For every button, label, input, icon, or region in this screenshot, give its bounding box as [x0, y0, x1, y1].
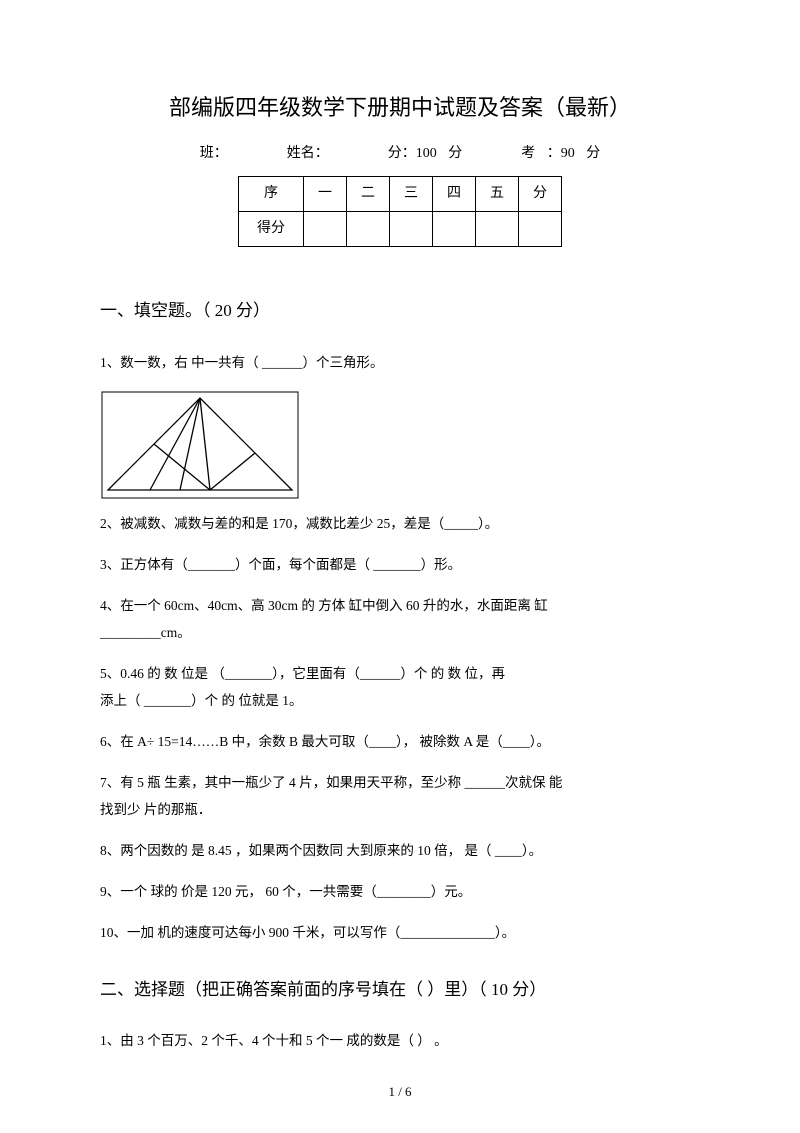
question-4-line1: 4、在一个 60cm、40cm、高 30cm 的 方体 缸中倒入 60 升的水，… — [100, 592, 700, 619]
section1-heading: 一、填空题。（ 20 分） — [100, 297, 700, 324]
question-4-line2: _________cm。 — [100, 619, 700, 646]
question-3: 3、正方体有（_______）个面，每个面都是（ _______）形。 — [100, 551, 700, 578]
score-cell — [347, 211, 390, 246]
class-label: 班： — [200, 146, 228, 161]
question-5-line2: 添上（ _______）个 的 位就是 1。 — [100, 687, 700, 714]
question-7: 7、有 5 瓶 生素，其中一瓶少了 4 片，如果用天平称，至少称 ______次… — [100, 769, 700, 823]
score-cell — [433, 211, 476, 246]
question-7-line1: 7、有 5 瓶 生素，其中一瓶少了 4 片，如果用天平称，至少称 ______次… — [100, 769, 700, 796]
score-table: 序 一 二 三 四 五 分 得分 — [238, 176, 562, 248]
score-cell — [519, 211, 562, 246]
table-row: 得分 — [239, 211, 562, 246]
question-10: 10、一加 机的速度可达每小 900 千米，可以写作（_____________… — [100, 919, 700, 946]
question-9: 9、一个 球的 价是 120 元， 60 个，一共需要（________）元。 — [100, 878, 700, 905]
question-1: 1、数一数，右 中一共有（ ______）个三角形。 — [100, 349, 700, 376]
question-5: 5、0.46 的 数 位是 （_______），它里面有（______）个 的 … — [100, 660, 700, 714]
table-row: 序 一 二 三 四 五 分 — [239, 176, 562, 211]
question-8: 8、两个因数的 是 8.45 ，如果两个因数同 大到原来的 10 倍， 是（ _… — [100, 837, 700, 864]
page-title: 部编版四年级数学下册期中试题及答案（最新） — [100, 90, 700, 125]
score-label: 分：100 分 — [388, 146, 463, 161]
score-cell — [390, 211, 433, 246]
name-label: 姓名： — [287, 146, 329, 161]
question-4: 4、在一个 60cm、40cm、高 30cm 的 方体 缸中倒入 60 升的水，… — [100, 592, 700, 646]
meta-line: 班： 姓名： 分：100 分 考 ：90 分 — [100, 143, 700, 165]
header-cell: 一 — [304, 176, 347, 211]
score-cell — [304, 211, 347, 246]
page-footer: 1 / 6 — [0, 1082, 800, 1103]
header-cell: 五 — [476, 176, 519, 211]
question-7-line2: 找到少 片的那瓶． — [100, 796, 700, 823]
time-label: 考 ：90 分 — [521, 146, 600, 161]
header-cell: 序 — [239, 176, 304, 211]
question-5-line1: 5、0.46 的 数 位是 （_______），它里面有（______）个 的 … — [100, 660, 700, 687]
header-cell: 三 — [390, 176, 433, 211]
triangle-figure — [100, 390, 300, 500]
header-cell: 二 — [347, 176, 390, 211]
header-cell: 分 — [519, 176, 562, 211]
question-s2-1: 1、由 3 个百万、2 个千、4 个十和 5 个一 成的数是（ ） 。 — [100, 1027, 700, 1054]
question-2: 2、被减数、减数与差的和是 170，减数比差少 25，差是（_____）。 — [100, 510, 700, 537]
header-cell: 四 — [433, 176, 476, 211]
score-cell — [476, 211, 519, 246]
section2-heading: 二、选择题（把正确答案前面的序号填在（ ）里）（ 10 分） — [100, 976, 700, 1003]
row-label-cell: 得分 — [239, 211, 304, 246]
question-6: 6、在 A÷ 15=14……B 中，余数 B 最大可取（____）， 被除数 A… — [100, 728, 700, 755]
